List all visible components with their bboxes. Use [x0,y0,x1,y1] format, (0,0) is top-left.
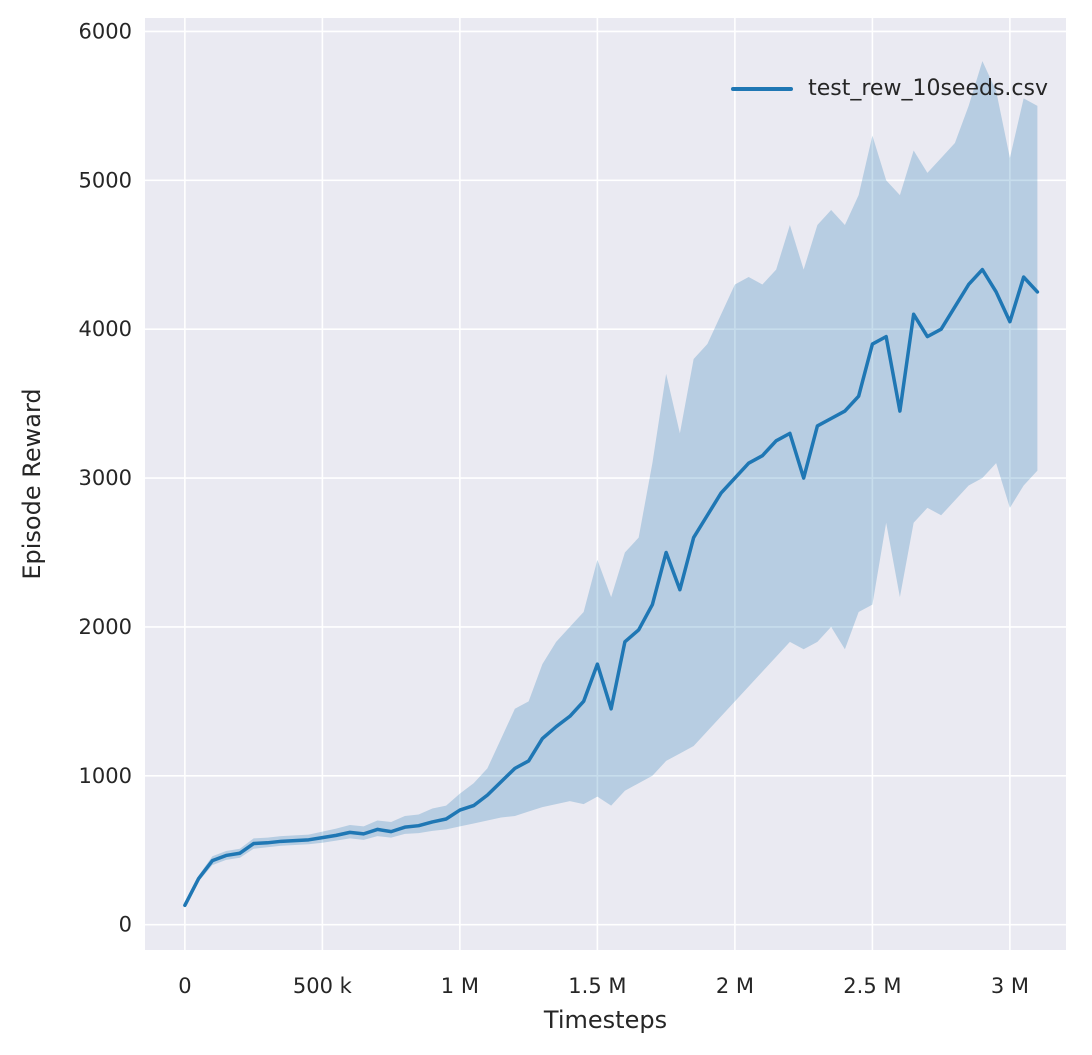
x-tick-label: 2 M [716,974,754,998]
legend: test_rew_10seeds.csv [731,76,1048,101]
mean-line [183,267,1040,908]
y-tick-label: 1000 [79,764,132,788]
legend-label: test_rew_10seeds.csv [808,76,1048,101]
x-tick-label: 0 [178,974,191,998]
y-axis-label: Episode Reward [18,388,46,580]
y-tick-label: 5000 [79,168,132,192]
y-tick-label: 4000 [79,317,132,341]
confidence-band [184,61,1038,908]
y-tick-label: 2000 [79,615,132,639]
y-tick-label: 3000 [79,466,132,490]
plot-background [145,18,1066,950]
y-tick-label: 0 [119,913,132,937]
x-tick-label: 2.5 M [843,974,901,998]
x-tick-label: 3 M [991,974,1029,998]
x-tick-label: 500 k [293,974,353,998]
x-tick-label: 1 M [441,974,479,998]
x-tick-label: 1.5 M [568,974,626,998]
legend-line-swatch [731,86,794,91]
x-axis-label: Timesteps [543,1006,668,1034]
y-tick-label: 6000 [79,19,132,43]
